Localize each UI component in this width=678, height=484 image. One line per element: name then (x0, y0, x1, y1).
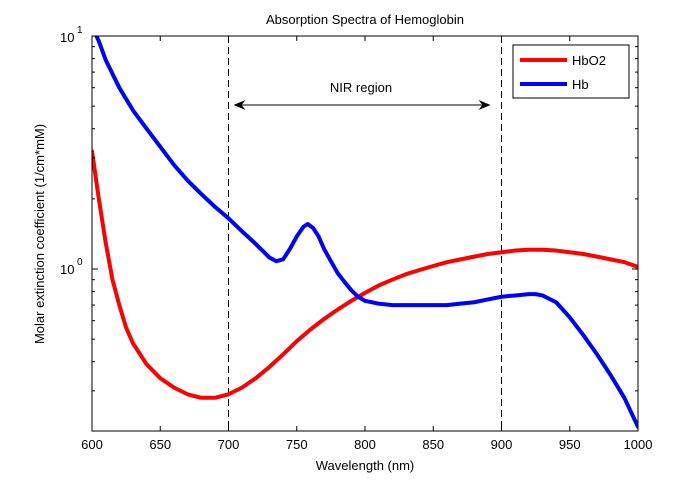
x-tick-label-700: 700 (218, 437, 240, 452)
x-tick-label-650: 650 (149, 437, 171, 452)
y-tick-label-10-1: 10 1 (60, 25, 83, 45)
legend: HbO2 Hb (512, 44, 630, 99)
plot-frame (91, 35, 639, 432)
x-tick-label-600: 600 (81, 437, 103, 452)
x-tick-label-850: 850 (422, 437, 444, 452)
nir-region-annotation: NIR region (233, 80, 491, 110)
series-line-hb (94, 36, 638, 429)
y-tick-label-ten-exp: 1 (77, 25, 83, 36)
x-tick-label-1000: 1000 (624, 437, 653, 452)
series-layer (92, 36, 638, 429)
chart-title: Absorption Spectra of Hemoglobin (266, 12, 464, 27)
y-tick-label-one-exp: 0 (77, 257, 83, 268)
x-tick-label-750: 750 (286, 437, 308, 452)
x-axis-title: Wavelength (nm) (316, 458, 415, 473)
y-axis-title: Molar extinction coefficient (1/cm*mM) (32, 124, 47, 344)
nir-region-label: NIR region (330, 80, 392, 95)
x-tick-labels: 600 650 700 750 800 850 900 950 1000 (81, 437, 652, 452)
series-line-hbo2 (92, 149, 638, 400)
x-tick-label-800: 800 (354, 437, 376, 452)
y-tick-label-ten-base: 10 (60, 30, 74, 45)
legend-label-hbo2: HbO2 (572, 53, 606, 68)
y-tick-label-one-base: 10 (60, 262, 74, 277)
y-tick-label-10-0: 10 0 (60, 257, 83, 277)
x-tick-label-900: 900 (491, 437, 513, 452)
legend-box (512, 44, 630, 99)
x-tick-label-950: 950 (559, 437, 581, 452)
legend-label-hb: Hb (572, 77, 589, 92)
